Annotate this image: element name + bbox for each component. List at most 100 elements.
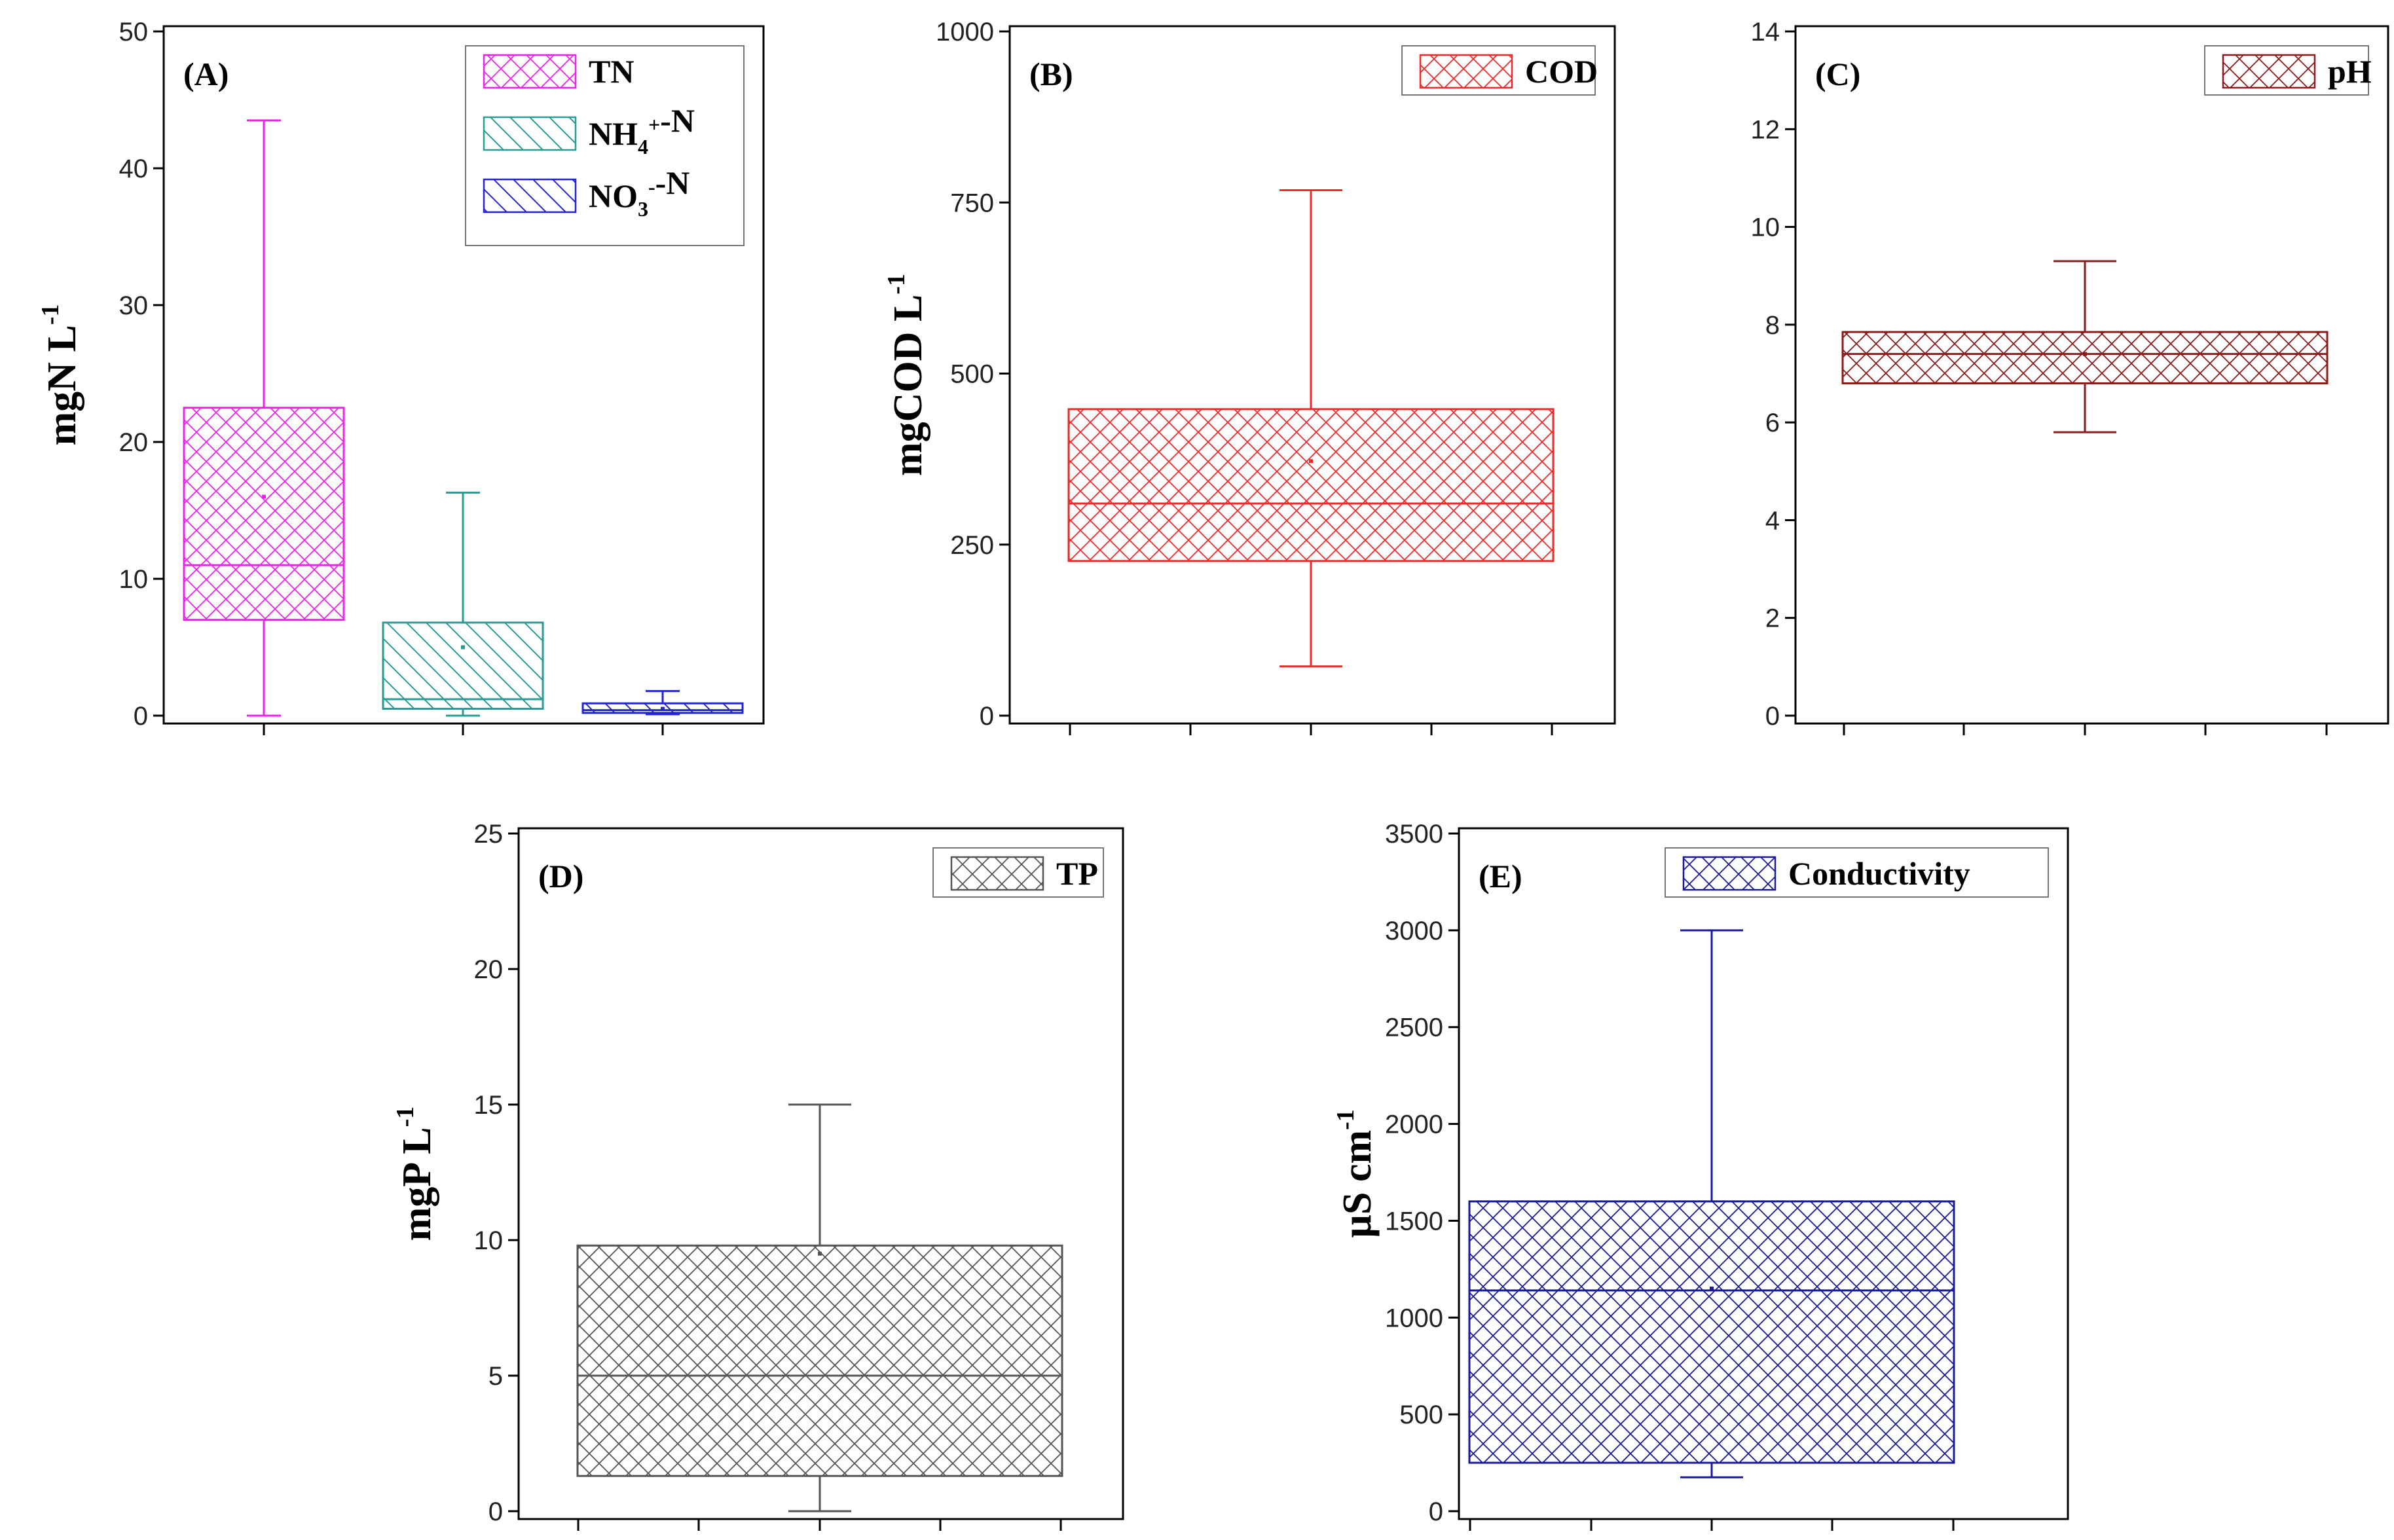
legend: Conductivity (1665, 847, 2049, 898)
plot-frame (1458, 827, 2069, 1520)
box-iqr (576, 1244, 1063, 1477)
legend-swatch (1419, 54, 1513, 89)
mean-marker (461, 645, 465, 650)
panel-label: (B) (1029, 56, 1073, 92)
panel-c: 0 2 4 6 8 10 12 14 (C) pH (1751, 18, 2389, 735)
legend-label-part: 3 (638, 197, 648, 221)
legend-label-part: NO (589, 177, 638, 214)
y-tick-label: 3500 (1385, 820, 1443, 849)
y-tick-label: 0 (1765, 702, 1780, 731)
y-tick-label: 14 (1751, 18, 1780, 46)
y-tick-label: 4 (1765, 506, 1780, 535)
y-tick-label: 1000 (936, 18, 994, 46)
y-tick-label: 10 (119, 565, 149, 594)
y-tick-label: 2 (1765, 604, 1780, 633)
legend-label-part: NH (589, 115, 638, 152)
plot-frame (1794, 25, 2389, 725)
y-tick-label: 250 (950, 531, 994, 560)
legend-label: Conductivity (1788, 855, 1970, 892)
y-tick-label: 25 (474, 820, 504, 849)
y-tick-label: 10 (1751, 213, 1780, 242)
y-axis-label-sup: -1 (392, 1107, 419, 1128)
legend-swatch (483, 178, 577, 213)
box-tn (183, 119, 345, 717)
legend: TP (932, 847, 1104, 898)
legend-label-part: TP (1056, 855, 1098, 892)
y-tick-label: 0 (1429, 1497, 1443, 1526)
legend-label: TP (1056, 855, 1098, 892)
y-tick-label: 20 (119, 428, 149, 457)
mean-marker (1309, 459, 1313, 464)
legend-label-part: -N (655, 164, 690, 201)
legend-label: COD (1525, 53, 1598, 90)
box-no3-n (581, 689, 744, 716)
y-tick-label: 3000 (1385, 917, 1443, 945)
legend-swatch (483, 54, 577, 89)
legend-label: NH4+-N (589, 102, 695, 158)
y-axis-label: mgP L-1 (392, 1107, 439, 1241)
panel-label: (C) (1815, 56, 1860, 92)
y-tick-label: 500 (950, 360, 994, 389)
y-tick-label: 10 (474, 1226, 504, 1255)
box-iqr (1468, 1200, 1955, 1464)
y-tick-label: 40 (119, 155, 149, 183)
y-tick-label: 15 (474, 1091, 504, 1120)
mean-marker (2083, 352, 2087, 356)
legend-swatch (483, 116, 577, 151)
panel-b: 0 250 500 750 1000 mgCOD L-1 (B) COD (883, 18, 1616, 735)
legend-label-part: Conductivity (1788, 855, 1970, 892)
y-tick-label: 1500 (1385, 1207, 1443, 1236)
y-tick-label: 500 (1399, 1401, 1443, 1429)
legend-label-part: 4 (638, 135, 648, 158)
panel-d: 0 5 10 15 20 25 mgP L-1 (D) TP (392, 820, 1124, 1531)
panel-e: 0 500 1000 1500 2000 2500 3000 3500 µS cm-1 (E) Co… (1332, 820, 2069, 1531)
panel-label: (E) (1479, 858, 1522, 894)
y-tick-label: 20 (474, 955, 504, 984)
mean-marker (1710, 1286, 1714, 1291)
y-tick-label: 0 (980, 702, 994, 731)
box-cod (1067, 189, 1555, 668)
legend-label-part: COD (1525, 53, 1598, 90)
y-axis-label-sup: -1 (883, 274, 910, 295)
y-axis-label: mgN L-1 (37, 304, 84, 446)
mean-marker (661, 706, 665, 711)
panel-label: (D) (538, 858, 583, 894)
y-axis-label: mgCOD L-1 (883, 274, 930, 476)
y-tick-label: 12 (1751, 115, 1780, 144)
legend-label-part: TN (589, 53, 634, 90)
legend-label-part: + (648, 113, 660, 136)
y-tick-label: 750 (950, 189, 994, 217)
y-tick-label: 2000 (1385, 1110, 1443, 1139)
box-nh4-n (382, 491, 544, 717)
box-iqr (1067, 408, 1555, 562)
y-tick-label: 1000 (1385, 1304, 1443, 1332)
legend-swatch (2222, 54, 2316, 89)
y-tick-label: 50 (119, 18, 149, 46)
legend-label: pH (2328, 53, 2372, 90)
y-axis-label-sup: -1 (1332, 1109, 1359, 1130)
mean-marker (262, 494, 266, 499)
box-ph (1841, 260, 2329, 433)
legend-label-part: pH (2328, 53, 2372, 90)
box-tp (576, 1103, 1063, 1512)
legend-swatch (950, 856, 1044, 891)
box-conductivity (1468, 929, 1955, 1478)
y-axis-label: µS cm-1 (1332, 1109, 1380, 1238)
box-iqr (183, 407, 345, 621)
legend-label: TN (589, 53, 634, 90)
y-axis-label-main: mgN L (40, 325, 84, 445)
legend-label-part: -N (660, 102, 695, 139)
y-tick-label: 5 (488, 1362, 503, 1391)
y-tick-label: 30 (119, 291, 149, 320)
y-axis-label-sup: -1 (37, 304, 64, 325)
legend: COD (1401, 45, 1598, 96)
box-iqr (1841, 331, 2329, 384)
legend-label-part: - (648, 175, 655, 198)
panel-label: (A) (183, 56, 229, 92)
box-iqr (382, 621, 544, 710)
legend: pH (2204, 45, 2372, 96)
legend-label: NO3--N (589, 164, 690, 221)
y-tick-label: 2500 (1385, 1014, 1443, 1042)
